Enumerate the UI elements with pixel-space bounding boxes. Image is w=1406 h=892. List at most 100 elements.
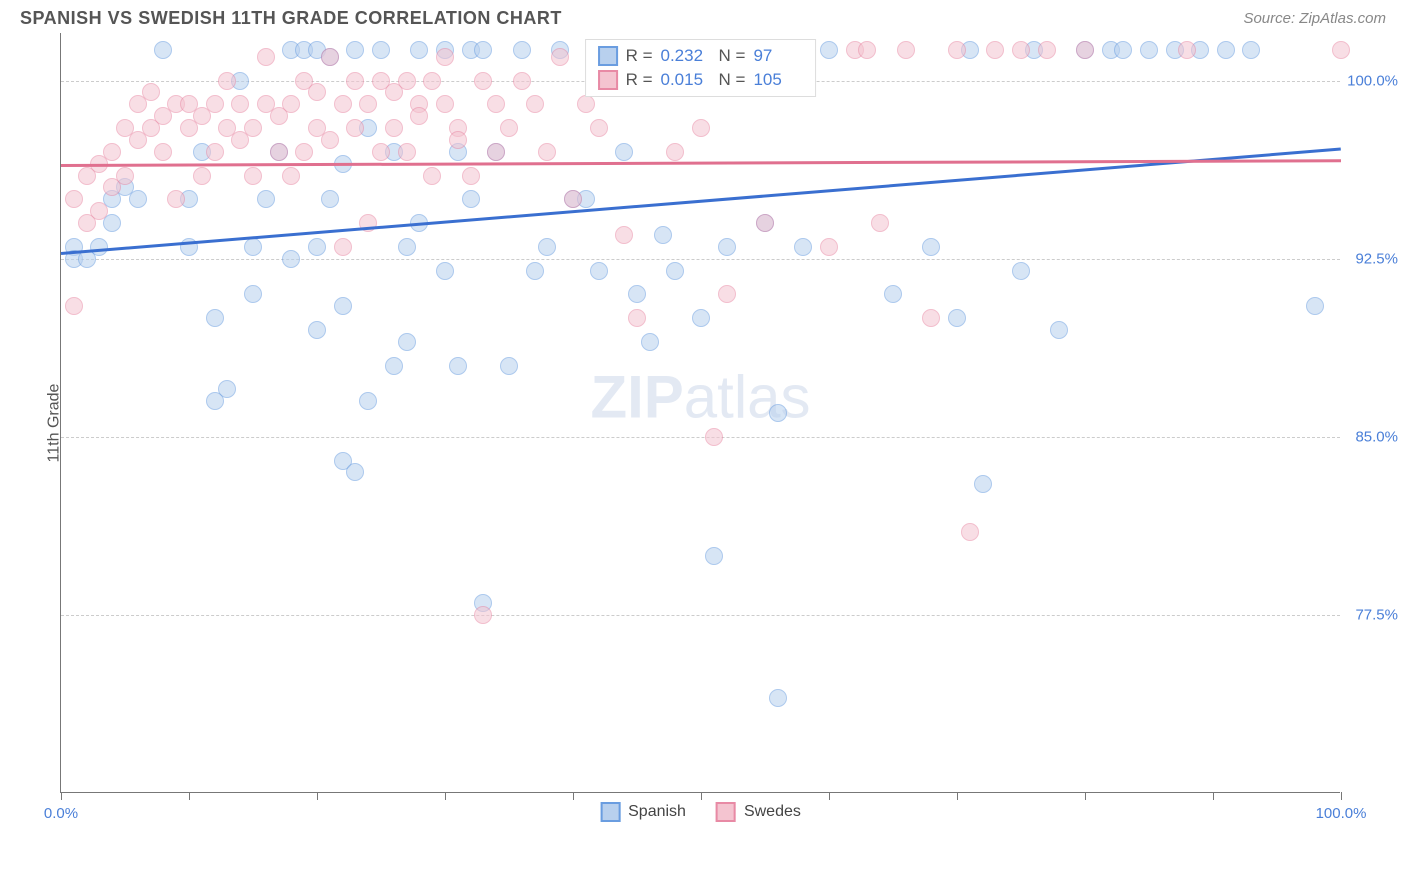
scatter-point <box>487 143 505 161</box>
scatter-point <box>654 226 672 244</box>
scatter-point <box>321 131 339 149</box>
scatter-point <box>769 689 787 707</box>
scatter-point <box>321 190 339 208</box>
scatter-point <box>308 238 326 256</box>
plot-area: ZIPatlas R =0.232N =97R =0.015N =105 Spa… <box>60 33 1340 793</box>
scatter-point <box>590 262 608 280</box>
scatter-point <box>308 321 326 339</box>
scatter-point <box>142 83 160 101</box>
scatter-point <box>244 285 262 303</box>
scatter-point <box>436 48 454 66</box>
scatter-point <box>1332 41 1350 59</box>
scatter-point <box>897 41 915 59</box>
scatter-point <box>449 357 467 375</box>
scatter-point <box>257 48 275 66</box>
scatter-point <box>615 143 633 161</box>
scatter-point <box>692 309 710 327</box>
scatter-point <box>385 357 403 375</box>
y-tick-label: 77.5% <box>1355 606 1398 623</box>
scatter-point <box>500 357 518 375</box>
legend-series: Spanish Swedes <box>600 802 801 822</box>
scatter-point <box>820 41 838 59</box>
legend-swatch <box>598 46 618 66</box>
scatter-point <box>218 72 236 90</box>
scatter-point <box>372 143 390 161</box>
y-tick-label: 85.0% <box>1355 428 1398 445</box>
scatter-point <box>398 143 416 161</box>
x-tick <box>957 792 958 800</box>
scatter-point <box>154 41 172 59</box>
scatter-point <box>436 95 454 113</box>
scatter-point <box>103 143 121 161</box>
scatter-point <box>334 238 352 256</box>
scatter-point <box>526 262 544 280</box>
scatter-point <box>449 131 467 149</box>
scatter-point <box>858 41 876 59</box>
scatter-point <box>641 333 659 351</box>
scatter-point <box>1140 41 1158 59</box>
x-tick-label: 100.0% <box>1316 805 1367 822</box>
scatter-point <box>538 143 556 161</box>
scatter-point <box>1242 41 1260 59</box>
scatter-point <box>436 262 454 280</box>
x-tick <box>1341 792 1342 800</box>
scatter-point <box>359 392 377 410</box>
x-tick <box>1213 792 1214 800</box>
legend-stats: R =0.232N =97R =0.015N =105 <box>585 39 817 97</box>
scatter-point <box>1012 41 1030 59</box>
scatter-point <box>167 190 185 208</box>
legend-series-item: Swedes <box>716 802 801 822</box>
scatter-point <box>410 41 428 59</box>
scatter-point <box>1306 297 1324 315</box>
scatter-point <box>487 95 505 113</box>
scatter-point <box>244 167 262 185</box>
scatter-point <box>90 238 108 256</box>
scatter-point <box>90 202 108 220</box>
legend-r-label: R = <box>626 46 653 66</box>
scatter-point <box>206 143 224 161</box>
scatter-point <box>1076 41 1094 59</box>
scatter-point <box>398 238 416 256</box>
scatter-point <box>628 285 646 303</box>
scatter-point <box>666 143 684 161</box>
scatter-point <box>346 72 364 90</box>
scatter-point <box>244 238 262 256</box>
legend-r-value: 0.015 <box>661 70 711 90</box>
y-tick-label: 100.0% <box>1347 72 1398 89</box>
chart-container: 11th Grade ZIPatlas R =0.232N =97R =0.01… <box>60 33 1386 813</box>
watermark-atlas: atlas <box>684 364 811 431</box>
scatter-point <box>551 48 569 66</box>
scatter-point <box>282 95 300 113</box>
scatter-point <box>462 190 480 208</box>
scatter-point <box>986 41 1004 59</box>
scatter-point <box>385 119 403 137</box>
scatter-point <box>974 475 992 493</box>
gridline <box>61 259 1340 260</box>
scatter-point <box>1050 321 1068 339</box>
scatter-point <box>206 95 224 113</box>
scatter-point <box>270 143 288 161</box>
scatter-point <box>295 143 313 161</box>
legend-series-item: Spanish <box>600 802 686 822</box>
scatter-point <box>321 48 339 66</box>
scatter-point <box>756 214 774 232</box>
scatter-point <box>961 523 979 541</box>
scatter-point <box>282 250 300 268</box>
scatter-point <box>65 190 83 208</box>
scatter-point <box>218 380 236 398</box>
scatter-point <box>423 72 441 90</box>
scatter-point <box>922 238 940 256</box>
gridline <box>61 615 1340 616</box>
scatter-point <box>474 72 492 90</box>
source-label: Source: ZipAtlas.com <box>1243 10 1386 27</box>
scatter-point <box>526 95 544 113</box>
legend-r-label: R = <box>626 70 653 90</box>
legend-series-label: Spanish <box>628 803 686 821</box>
scatter-point <box>206 309 224 327</box>
scatter-point <box>666 262 684 280</box>
x-tick <box>829 792 830 800</box>
x-tick <box>701 792 702 800</box>
scatter-point <box>718 238 736 256</box>
legend-n-label: N = <box>719 46 746 66</box>
scatter-point <box>346 41 364 59</box>
